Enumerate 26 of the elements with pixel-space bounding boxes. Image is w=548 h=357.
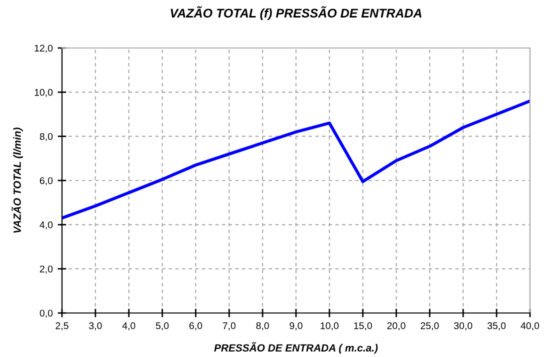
x-tick-label: 5,0	[156, 322, 169, 330]
y-tick-label: 8,0	[40, 133, 53, 142]
y-tick-label: 4,0	[40, 221, 53, 230]
y-tick-label: 10,0	[34, 88, 53, 97]
x-tick-label: 15,0	[354, 322, 372, 330]
x-tick-label: 30,0	[454, 322, 472, 330]
y-tick-label: 0,0	[40, 310, 53, 318]
chart-title: VAZÃO TOTAL (f) PRESSÃO DE ENTRADA	[170, 6, 422, 20]
x-tick-label: 4,0	[122, 322, 136, 330]
x-tick-label: 9,0	[290, 322, 302, 330]
x-tick-label: 20,0	[387, 322, 406, 330]
x-tick-label: 6,0	[189, 322, 202, 330]
x-tick-label: 40,0	[520, 322, 540, 330]
x-axis-title: PRESSÃO DE ENTRADA ( m.c.a.)	[214, 342, 378, 354]
y-tick-label: 12,0	[34, 44, 53, 53]
x-tick-label: 25,0	[420, 322, 439, 330]
x-tick-label: 7,0	[222, 322, 236, 330]
x-tick-label: 35,0	[487, 322, 506, 330]
y-tick-label: 2,0	[40, 266, 53, 274]
y-axis-title: VAZÃO TOTAL (l/min)	[12, 128, 23, 233]
y-tick-label: 6,0	[40, 177, 53, 186]
x-tick-label: 3,0	[89, 322, 102, 330]
x-tick-label: 10,0	[320, 322, 339, 330]
x-tick-label: 2,5	[56, 322, 68, 330]
x-tick-label: 8,0	[256, 322, 269, 330]
line-series	[62, 99, 530, 220]
